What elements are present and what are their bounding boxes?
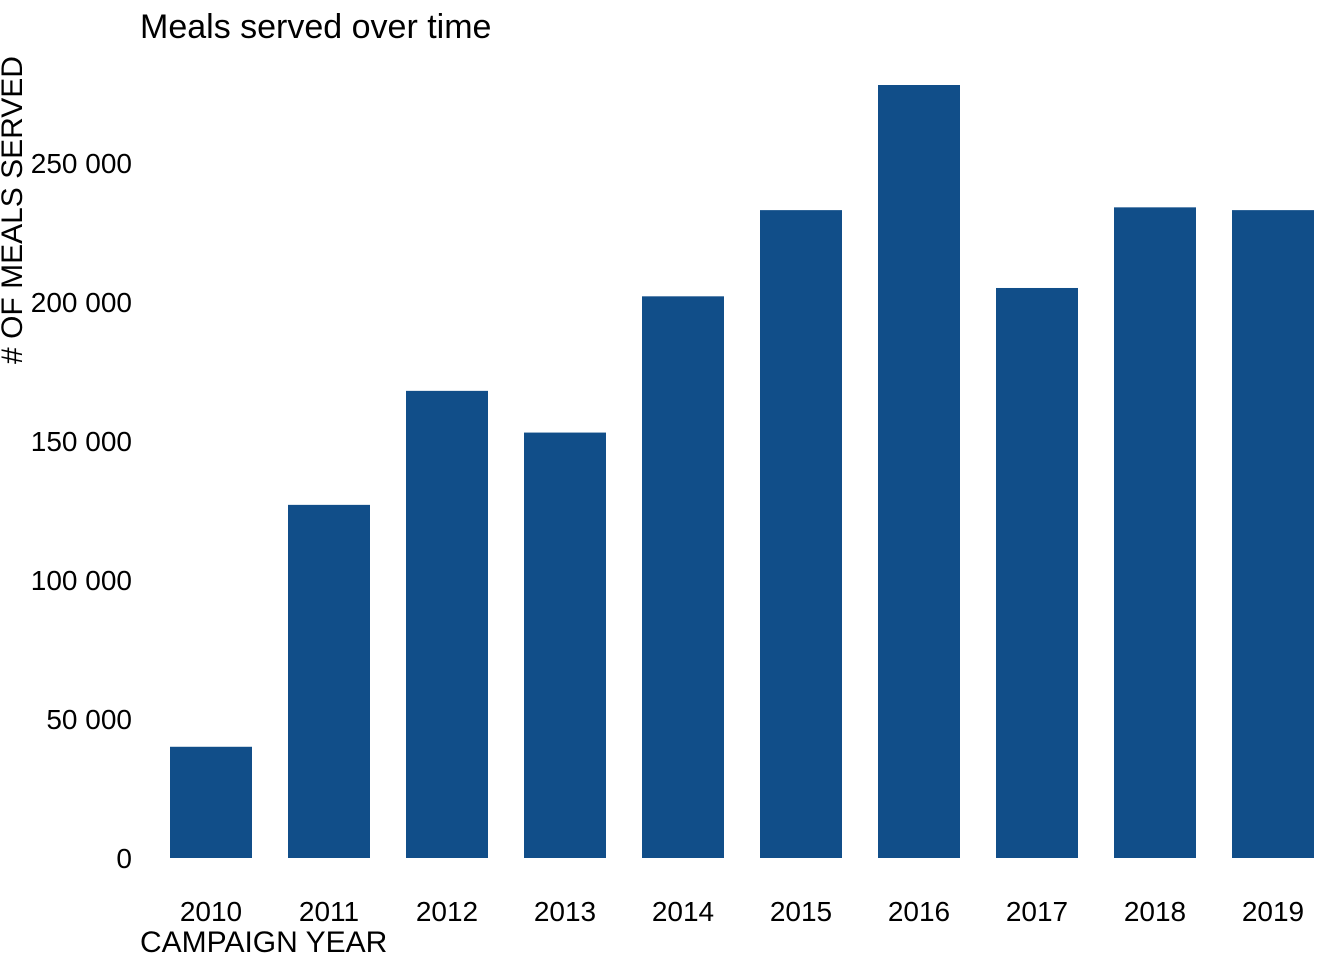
bar-2010: [170, 746, 252, 858]
x-tick-label: 2015: [770, 896, 832, 927]
bar-2014: [642, 296, 724, 858]
x-tick-label: 2018: [1124, 896, 1186, 927]
y-tick-label: 50 000: [46, 704, 132, 735]
bar-2018: [1114, 207, 1196, 858]
bar-2011: [288, 504, 370, 858]
x-tick-label: 2017: [1006, 896, 1068, 927]
bar-2016: [878, 85, 960, 858]
y-tick-label: 0: [116, 843, 132, 874]
bar-2017: [996, 287, 1078, 858]
y-tick-label: 200 000: [31, 287, 132, 318]
x-tick-label: 2010: [180, 896, 242, 927]
x-tick-label: 2019: [1242, 896, 1304, 927]
x-tick-label: 2012: [416, 896, 478, 927]
x-tick-label: 2016: [888, 896, 950, 927]
y-tick-label: 250 000: [31, 148, 132, 179]
bar-2012: [406, 390, 488, 858]
bar-2019: [1232, 210, 1314, 858]
y-axis-ticks: 0 50 000 100 000 150 000 200 000 250 000: [31, 148, 132, 874]
y-tick-label: 100 000: [31, 565, 132, 596]
bar-2015: [760, 210, 842, 858]
x-axis-label: CAMPAIGN YEAR: [140, 926, 387, 959]
y-tick-label: 150 000: [31, 426, 132, 457]
x-tick-label: 2014: [652, 896, 714, 927]
x-tick-label: 2013: [534, 896, 596, 927]
chart-title: Meals served over time: [140, 8, 491, 46]
y-axis-label: # OF MEALS SERVED: [0, 56, 29, 364]
bar-2013: [524, 432, 606, 858]
x-tick-label: 2011: [299, 896, 359, 927]
x-axis-ticks: 2010 2011 2012 2013 2014 2015 2016 2017 2018 2019: [180, 896, 1304, 927]
bars-group: [170, 85, 1314, 858]
